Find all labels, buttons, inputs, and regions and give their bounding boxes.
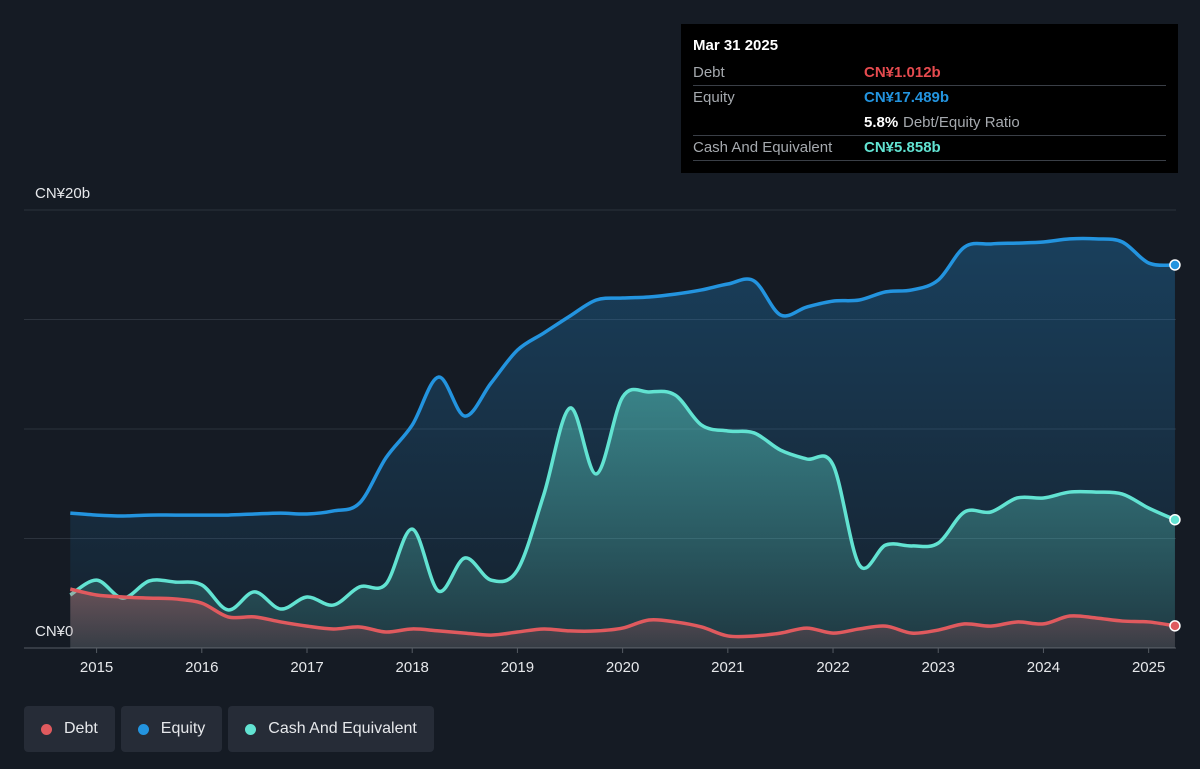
x-tick-label: 2015: [80, 659, 113, 676]
tooltip-row: Cash And Equivalent CN¥5.858b: [693, 135, 1166, 161]
x-tick-label: 2017: [290, 659, 323, 676]
x-tick-label: 2023: [922, 659, 955, 676]
line: [70, 236, 1176, 518]
legend-label: Equity: [160, 720, 206, 737]
tooltip-date: Mar 31 2025: [693, 37, 779, 54]
x-tick-label: 2019: [501, 659, 534, 676]
legend-label: Debt: [64, 720, 98, 737]
area: [70, 589, 1175, 648]
x-tick-label: 2018: [396, 659, 429, 676]
row-value: CN¥5.858b: [864, 139, 941, 156]
legend-label: Cash And Equivalent: [268, 720, 417, 737]
legend-dot: [137, 723, 149, 735]
x-tick-label: 2024: [1027, 659, 1060, 676]
area: [70, 389, 1175, 648]
legend-item[interactable]: Debt: [24, 706, 115, 752]
legend-dot: [41, 723, 52, 735]
x-tick-label: 2022: [816, 659, 849, 676]
y-tick-label: CN¥20b: [35, 185, 90, 202]
row-value: 5.8%: [864, 114, 899, 131]
tooltip-row: Debt CN¥1.012b: [693, 60, 1166, 86]
row-label: Equity: [693, 89, 735, 106]
end-marker: [1169, 620, 1181, 632]
x-tick-label: 2021: [711, 659, 744, 676]
row-value: CN¥1.012b: [864, 64, 941, 81]
tooltip-row: 5.8% Debt/Equity Ratio: [693, 110, 1166, 136]
line: [69, 387, 1176, 612]
legend-item[interactable]: Equity: [120, 706, 223, 752]
legend-dot: [245, 723, 257, 735]
legend: Debt Equity Cash And Equivalent: [24, 706, 434, 752]
tooltip-row: Equity CN¥17.489b: [693, 85, 1166, 110]
row-value: CN¥17.489b: [864, 89, 950, 106]
line: [69, 587, 1176, 639]
x-tick-label: 2025: [1132, 659, 1165, 676]
y-tick-label: CN¥0: [35, 623, 73, 640]
tooltip: Mar 31 2025 Debt CN¥1.012b Equity CN¥17.48…: [681, 24, 1178, 173]
row-note: Debt/Equity Ratio: [903, 114, 1020, 131]
end-marker: [1169, 259, 1181, 271]
row-label: Debt: [693, 64, 725, 81]
x-tick-label: 2020: [606, 659, 639, 676]
legend-item[interactable]: Cash And Equivalent: [228, 706, 434, 752]
row-label: Cash And Equivalent: [693, 139, 833, 156]
end-marker: [1169, 513, 1181, 526]
x-tick-label: 2016: [185, 659, 218, 676]
